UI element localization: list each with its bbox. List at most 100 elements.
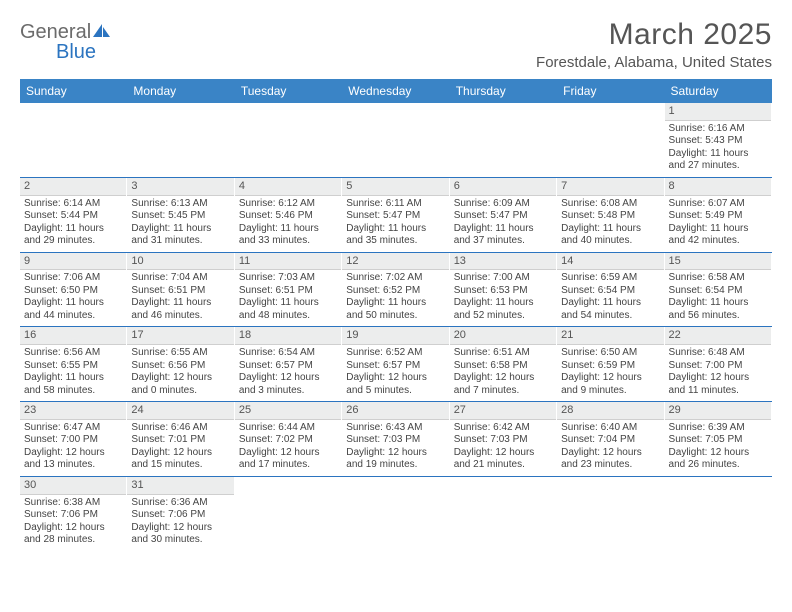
sunrise-text: Sunrise: 6:11 AM bbox=[346, 198, 444, 211]
sunset-text: Sunset: 6:52 PM bbox=[346, 285, 444, 298]
sunset-text: Sunset: 6:59 PM bbox=[561, 360, 659, 373]
sunrise-text: Sunrise: 6:50 AM bbox=[561, 347, 659, 360]
daylight-text: Daylight: 12 hours bbox=[24, 522, 122, 535]
daylight-text: and 5 minutes. bbox=[346, 385, 444, 398]
empty-cell bbox=[20, 103, 127, 177]
empty-cell bbox=[342, 103, 449, 177]
sunset-text: Sunset: 6:51 PM bbox=[239, 285, 337, 298]
daylight-text: and 40 minutes. bbox=[561, 235, 659, 248]
week-row: 9Sunrise: 7:06 AMSunset: 6:50 PM Daylight… bbox=[20, 253, 772, 328]
day-number: 9 bbox=[20, 253, 126, 271]
sunset-text: Sunset: 6:50 PM bbox=[24, 285, 122, 298]
day-header-friday: Friday bbox=[557, 79, 664, 103]
day-header-row: Sunday Monday Tuesday Wednesday Thursday… bbox=[20, 79, 772, 103]
day-number: 5 bbox=[342, 178, 448, 196]
day-header-thursday: Thursday bbox=[450, 79, 557, 103]
daylight-text: Daylight: 11 hours bbox=[346, 223, 444, 236]
weeks-container: 1Sunrise: 6:16 AMSunset: 5:43 PMDaylight… bbox=[20, 103, 772, 551]
daylight-text: Daylight: 11 hours bbox=[239, 223, 337, 236]
daylight-text: and 19 minutes. bbox=[346, 459, 444, 472]
daylight-text: and 44 minutes. bbox=[24, 310, 122, 323]
sunset-text: Sunset: 6:57 PM bbox=[346, 360, 444, 373]
daylight-text: and 27 minutes. bbox=[669, 160, 767, 173]
day-number: 13 bbox=[450, 253, 556, 271]
daylight-text: Daylight: 12 hours bbox=[561, 447, 659, 460]
sunset-text: Sunset: 5:47 PM bbox=[346, 210, 444, 223]
daylight-text: and 46 minutes. bbox=[131, 310, 229, 323]
daylight-text: Daylight: 12 hours bbox=[454, 372, 552, 385]
daylight-text: Daylight: 11 hours bbox=[346, 297, 444, 310]
sunrise-text: Sunrise: 6:46 AM bbox=[131, 422, 229, 435]
sunset-text: Sunset: 6:54 PM bbox=[669, 285, 767, 298]
logo: GeneralBlue bbox=[20, 18, 111, 62]
day-cell: 2Sunrise: 6:14 AMSunset: 5:44 PMDaylight… bbox=[20, 178, 127, 252]
day-cell: 24Sunrise: 6:46 AMSunset: 7:01 PMDayligh… bbox=[127, 402, 234, 476]
logo-text: GeneralBlue bbox=[20, 22, 111, 62]
sunset-text: Sunset: 7:04 PM bbox=[561, 434, 659, 447]
sunset-text: Sunset: 7:03 PM bbox=[346, 434, 444, 447]
sunrise-text: Sunrise: 6:56 AM bbox=[24, 347, 122, 360]
day-header-wednesday: Wednesday bbox=[342, 79, 449, 103]
day-number: 8 bbox=[665, 178, 771, 196]
day-number: 22 bbox=[665, 327, 771, 345]
daylight-text: and 29 minutes. bbox=[24, 235, 122, 248]
day-header-saturday: Saturday bbox=[665, 79, 772, 103]
logo-word1: General bbox=[20, 21, 91, 43]
sunrise-text: Sunrise: 6:16 AM bbox=[669, 123, 767, 136]
day-number: 25 bbox=[235, 402, 341, 420]
sunrise-text: Sunrise: 6:09 AM bbox=[454, 198, 552, 211]
daylight-text: Daylight: 11 hours bbox=[669, 223, 767, 236]
sunrise-text: Sunrise: 6:08 AM bbox=[561, 198, 659, 211]
day-cell: 22Sunrise: 6:48 AMSunset: 7:00 PMDayligh… bbox=[665, 327, 772, 401]
daylight-text: Daylight: 11 hours bbox=[24, 223, 122, 236]
week-row: 16Sunrise: 6:56 AMSunset: 6:55 PMDayligh… bbox=[20, 327, 772, 402]
day-cell: 9Sunrise: 7:06 AMSunset: 6:50 PMDaylight… bbox=[20, 253, 127, 327]
day-cell: 6Sunrise: 6:09 AMSunset: 5:47 PMDaylight… bbox=[450, 178, 557, 252]
sunrise-text: Sunrise: 7:06 AM bbox=[24, 272, 122, 285]
sunrise-text: Sunrise: 6:38 AM bbox=[24, 497, 122, 510]
daylight-text: and 31 minutes. bbox=[131, 235, 229, 248]
day-cell: 31Sunrise: 6:36 AMSunset: 7:06 PMDayligh… bbox=[127, 477, 234, 551]
daylight-text: Daylight: 12 hours bbox=[561, 372, 659, 385]
day-number: 16 bbox=[20, 327, 126, 345]
day-header-tuesday: Tuesday bbox=[235, 79, 342, 103]
day-number: 12 bbox=[342, 253, 448, 271]
daylight-text: and 56 minutes. bbox=[669, 310, 767, 323]
day-number: 30 bbox=[20, 477, 126, 495]
day-cell: 15Sunrise: 6:58 AMSunset: 6:54 PMDayligh… bbox=[665, 253, 772, 327]
day-number: 15 bbox=[665, 253, 771, 271]
sunset-text: Sunset: 6:58 PM bbox=[454, 360, 552, 373]
sunset-text: Sunset: 5:44 PM bbox=[24, 210, 122, 223]
empty-cell bbox=[127, 103, 234, 177]
sunrise-text: Sunrise: 6:47 AM bbox=[24, 422, 122, 435]
daylight-text: and 58 minutes. bbox=[24, 385, 122, 398]
sunrise-text: Sunrise: 7:03 AM bbox=[239, 272, 337, 285]
sunrise-text: Sunrise: 6:48 AM bbox=[669, 347, 767, 360]
sunset-text: Sunset: 7:06 PM bbox=[24, 509, 122, 522]
daylight-text: Daylight: 12 hours bbox=[131, 447, 229, 460]
daylight-text: and 15 minutes. bbox=[131, 459, 229, 472]
sunset-text: Sunset: 5:47 PM bbox=[454, 210, 552, 223]
daylight-text: and 50 minutes. bbox=[346, 310, 444, 323]
sunrise-text: Sunrise: 6:12 AM bbox=[239, 198, 337, 211]
daylight-text: and 30 minutes. bbox=[131, 534, 229, 547]
daylight-text: Daylight: 12 hours bbox=[669, 372, 767, 385]
empty-cell bbox=[450, 477, 557, 551]
sunset-text: Sunset: 5:45 PM bbox=[131, 210, 229, 223]
sunrise-text: Sunrise: 6:14 AM bbox=[24, 198, 122, 211]
day-cell: 1Sunrise: 6:16 AMSunset: 5:43 PMDaylight… bbox=[665, 103, 772, 177]
daylight-text: and 7 minutes. bbox=[454, 385, 552, 398]
sunset-text: Sunset: 6:53 PM bbox=[454, 285, 552, 298]
daylight-text: Daylight: 12 hours bbox=[346, 372, 444, 385]
daylight-text: and 13 minutes. bbox=[24, 459, 122, 472]
daylight-text: Daylight: 11 hours bbox=[24, 372, 122, 385]
sunrise-text: Sunrise: 6:59 AM bbox=[561, 272, 659, 285]
day-number: 4 bbox=[235, 178, 341, 196]
day-number: 29 bbox=[665, 402, 771, 420]
sunset-text: Sunset: 6:55 PM bbox=[24, 360, 122, 373]
sunset-text: Sunset: 6:56 PM bbox=[131, 360, 229, 373]
empty-cell bbox=[557, 477, 664, 551]
sunset-text: Sunset: 5:46 PM bbox=[239, 210, 337, 223]
daylight-text: and 52 minutes. bbox=[454, 310, 552, 323]
daylight-text: and 48 minutes. bbox=[239, 310, 337, 323]
